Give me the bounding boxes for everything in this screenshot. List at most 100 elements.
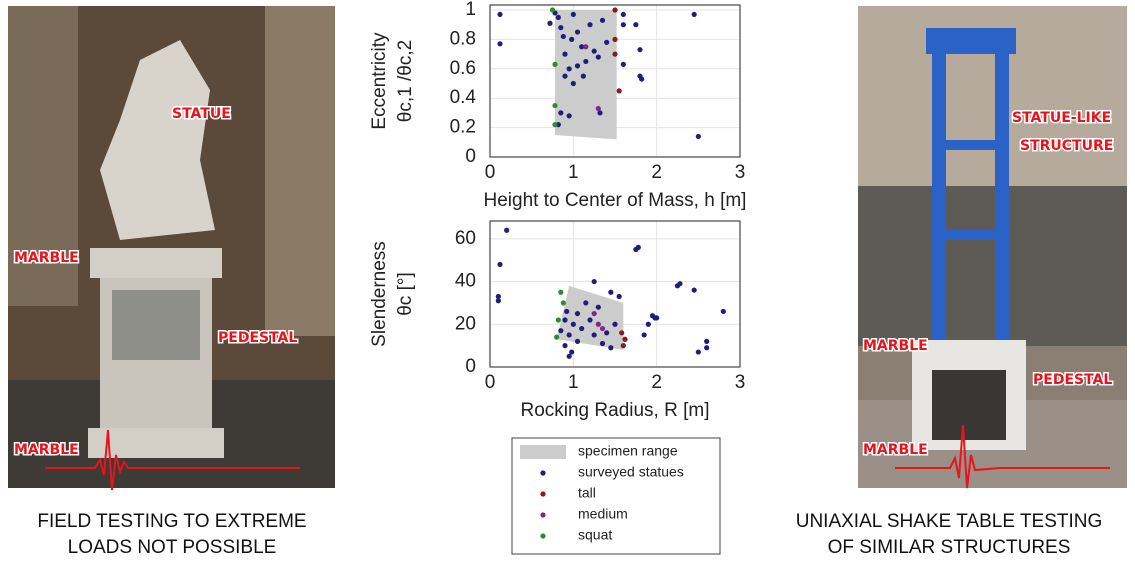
point bbox=[654, 315, 660, 321]
point bbox=[608, 289, 614, 295]
point bbox=[495, 293, 501, 300]
point bbox=[604, 39, 610, 45]
point bbox=[612, 51, 618, 57]
point bbox=[616, 88, 622, 94]
legend-label: specimen range bbox=[578, 443, 678, 459]
point bbox=[591, 48, 597, 54]
x-tick-label: 2 bbox=[651, 162, 662, 183]
point bbox=[695, 349, 701, 355]
point bbox=[547, 20, 553, 26]
point bbox=[583, 58, 589, 65]
point bbox=[604, 330, 610, 336]
plot-frame bbox=[489, 4, 741, 158]
x-tick-label: 1 bbox=[568, 372, 579, 393]
legend-label: surveyed statues bbox=[578, 464, 684, 480]
point bbox=[562, 317, 568, 323]
caption: UNIAXIAL SHAKE TABLE TESTING bbox=[796, 511, 1103, 532]
point bbox=[569, 349, 575, 355]
point bbox=[558, 328, 564, 334]
point bbox=[560, 33, 566, 40]
point bbox=[566, 113, 572, 119]
legend-label: medium bbox=[578, 506, 628, 522]
point bbox=[597, 110, 603, 116]
point bbox=[635, 244, 641, 250]
legend-label: squat bbox=[578, 527, 612, 543]
point bbox=[587, 317, 593, 323]
point bbox=[599, 17, 606, 23]
point bbox=[504, 227, 510, 233]
point bbox=[616, 293, 622, 300]
point bbox=[620, 11, 626, 18]
point bbox=[599, 340, 606, 347]
y-axis-label: Eccentricity bbox=[369, 32, 390, 130]
point bbox=[622, 336, 628, 342]
legend-label: tall bbox=[578, 485, 596, 501]
point bbox=[574, 29, 581, 35]
photo-label: MARBLE bbox=[863, 442, 928, 458]
photo-label: STATUE bbox=[172, 106, 231, 122]
legend-swatch bbox=[520, 445, 566, 459]
legend-swatch bbox=[540, 533, 546, 539]
point bbox=[620, 22, 626, 28]
point bbox=[555, 14, 561, 20]
specimen-range bbox=[555, 10, 617, 140]
point bbox=[595, 105, 601, 112]
y-tick-label: 60 bbox=[455, 228, 476, 249]
point bbox=[552, 61, 558, 67]
left-photo bbox=[8, 6, 335, 491]
point bbox=[574, 338, 581, 344]
point bbox=[612, 321, 618, 327]
point bbox=[552, 122, 558, 128]
point bbox=[595, 321, 601, 327]
y-tick-label: 0.6 bbox=[450, 58, 476, 79]
point bbox=[591, 278, 597, 285]
x-tick-label: 0 bbox=[485, 162, 496, 183]
point bbox=[591, 332, 597, 338]
point bbox=[549, 7, 556, 13]
point bbox=[637, 47, 643, 53]
point bbox=[583, 44, 589, 50]
y-tick-label: 1 bbox=[465, 0, 476, 20]
point bbox=[558, 289, 564, 295]
point bbox=[595, 54, 601, 60]
caption: LOADS NOT POSSIBLE bbox=[68, 537, 277, 558]
photo-label: PEDESTAL bbox=[1033, 372, 1112, 388]
x-tick-label: 1 bbox=[568, 162, 579, 183]
y-axis-label: θc [°] bbox=[395, 272, 416, 316]
x-axis-label: Height to Center of Mass, h [m] bbox=[484, 190, 747, 211]
photo-label: STRUCTURE bbox=[1020, 138, 1113, 154]
point bbox=[720, 308, 726, 315]
point bbox=[566, 66, 572, 72]
photo-label: PEDESTAL bbox=[218, 330, 297, 346]
y-tick-label: 0.4 bbox=[450, 87, 477, 108]
point bbox=[595, 304, 601, 310]
point bbox=[691, 11, 697, 18]
point bbox=[570, 321, 576, 327]
point bbox=[497, 11, 503, 18]
point bbox=[562, 73, 568, 79]
point bbox=[691, 287, 697, 293]
point bbox=[566, 332, 572, 338]
x-axis-label: Rocking Radius, R [m] bbox=[520, 400, 709, 421]
point bbox=[570, 80, 576, 87]
point bbox=[495, 298, 501, 304]
point bbox=[608, 345, 614, 351]
photo-label: MARBLE bbox=[863, 338, 928, 354]
caption: FIELD TESTING TO EXTREME bbox=[37, 511, 306, 532]
photo-label: MARBLE bbox=[14, 250, 79, 266]
y-tick-label: 20 bbox=[455, 313, 476, 334]
point bbox=[497, 41, 503, 47]
point bbox=[633, 22, 639, 28]
point bbox=[599, 325, 606, 332]
point bbox=[619, 330, 625, 336]
point bbox=[562, 343, 568, 349]
point bbox=[612, 7, 618, 13]
point bbox=[562, 51, 568, 57]
x-tick-label: 3 bbox=[735, 162, 746, 183]
point bbox=[620, 61, 626, 67]
y-tick-label: 40 bbox=[455, 271, 476, 292]
point bbox=[564, 308, 570, 315]
legend-swatch bbox=[540, 470, 546, 476]
point bbox=[620, 343, 626, 349]
